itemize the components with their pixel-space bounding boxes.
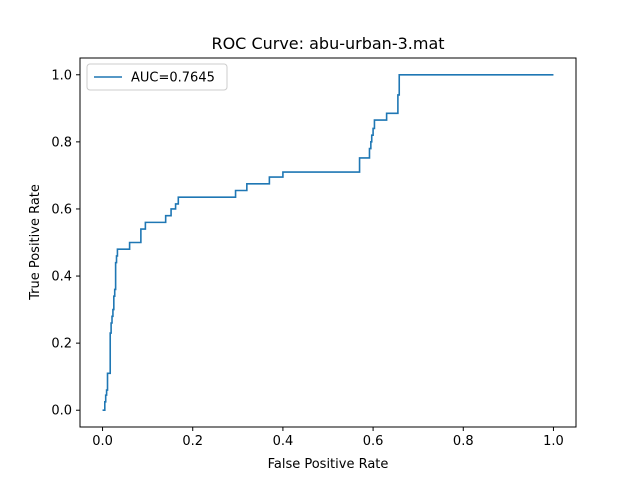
chart-title: ROC Curve: abu-urban-3.mat xyxy=(211,34,444,53)
plot-area: 0.0 0.2 0.4 0.6 0.8 1.0 0.0 0.2 0.4 0.6 0.8 1.0 xyxy=(51,57,577,449)
legend-box xyxy=(86,63,228,91)
y-tick-label: 0.2 xyxy=(51,337,72,352)
series-group xyxy=(102,73,554,412)
x-tick-label: 0.6 xyxy=(363,434,384,449)
roc-series-line xyxy=(102,73,554,412)
x-tick-label: 0.2 xyxy=(182,434,203,449)
x-axis-label: False Positive Rate xyxy=(268,457,389,472)
y-tick-label: 0.0 xyxy=(51,404,72,419)
legend-label: AUC=0.7645 xyxy=(131,71,215,86)
legend: AUC=0.7645 xyxy=(86,63,228,91)
axes-frame xyxy=(79,57,577,428)
y-tick-label: 0.4 xyxy=(51,270,72,285)
x-ticks: 0.0 0.2 0.4 0.6 0.8 1.0 xyxy=(92,427,564,449)
y-tick-label: 0.8 xyxy=(51,135,72,150)
y-tick-label: 0.6 xyxy=(51,202,72,217)
x-tick-label: 0.8 xyxy=(453,434,474,449)
x-tick-label: 1.0 xyxy=(543,434,564,449)
y-tick-label: 1.0 xyxy=(51,68,72,83)
x-tick-label: 0.4 xyxy=(273,434,294,449)
y-ticks: 0.0 0.2 0.4 0.6 0.8 1.0 xyxy=(51,68,80,419)
y-axis-label: True Positive Rate xyxy=(28,184,43,301)
x-tick-label: 0.0 xyxy=(92,434,113,449)
